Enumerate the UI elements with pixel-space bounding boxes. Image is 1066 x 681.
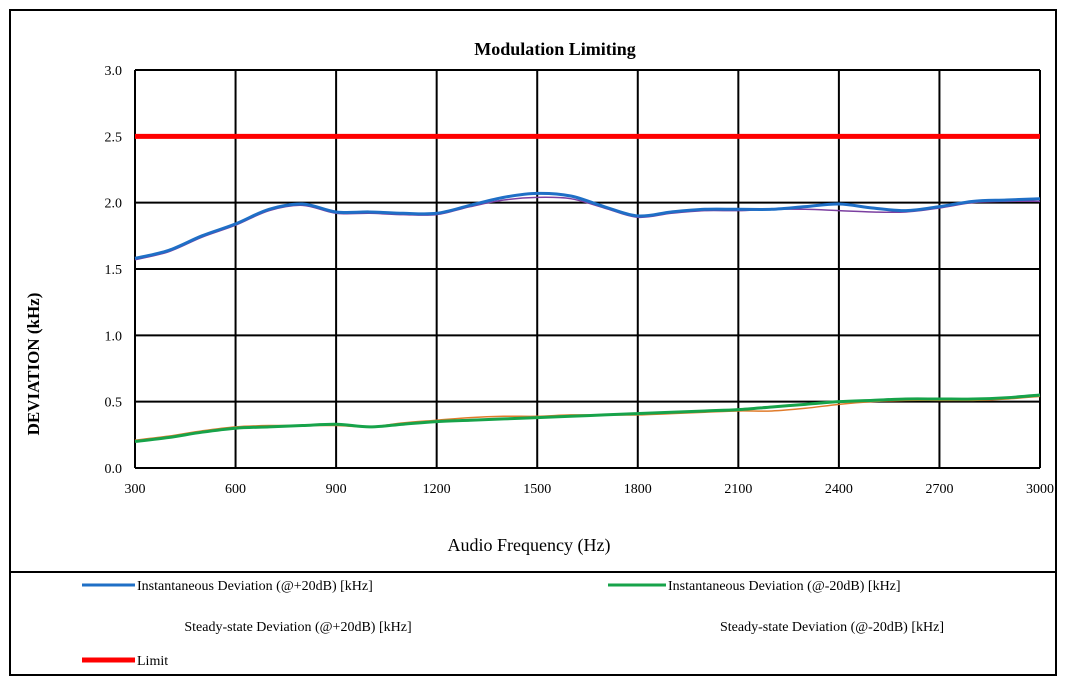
y-tick-label: 1.0 <box>105 329 123 344</box>
x-tick-label: 2700 <box>925 482 953 497</box>
x-tick-label: 900 <box>326 482 347 497</box>
x-tick-label: 3000 <box>1026 482 1054 497</box>
y-axis-title: DEVIATION (kHz) <box>24 293 43 436</box>
x-tick-label: 1800 <box>624 482 652 497</box>
y-tick-label: 2.5 <box>105 130 123 145</box>
x-tick-label: 2100 <box>724 482 752 497</box>
legend-label: Steady-state Deviation (@-20dB) [kHz] <box>720 620 944 635</box>
y-tick-label: 1.5 <box>105 263 123 278</box>
legend-item-steady-plus20: Steady-state Deviation (@+20dB) [kHz] <box>184 620 411 635</box>
y-tick-label: 0.5 <box>105 396 123 411</box>
y-tick-label: 0.0 <box>105 462 123 477</box>
legend-item-instantaneous-minus20: Instantaneous Deviation (@-20dB) [kHz] <box>608 579 901 594</box>
legend-label: Instantaneous Deviation (@-20dB) [kHz] <box>668 579 901 594</box>
series-line-instantaneous-minus20 <box>134 393 1041 443</box>
series-layer <box>134 133 1041 443</box>
y-tick-label: 3.0 <box>105 64 123 79</box>
tick-layer: 0.0 0.5 1.0 1.5 2.0 2.5 3.0 300 600 900 1200 1500 18… <box>105 64 1055 497</box>
chart-title: Modulation Limiting <box>474 39 636 59</box>
legend: Instantaneous Deviation (@+20dB) [kHz] In… <box>82 579 944 669</box>
legend-label: Limit <box>137 654 168 669</box>
x-tick-label: 1200 <box>423 482 451 497</box>
legend-label: Instantaneous Deviation (@+20dB) [kHz] <box>137 579 373 594</box>
legend-item-instantaneous-plus20: Instantaneous Deviation (@+20dB) [kHz] <box>82 579 373 594</box>
x-tick-label: 1500 <box>523 482 551 497</box>
legend-item-steady-minus20: Steady-state Deviation (@-20dB) [kHz] <box>720 620 944 635</box>
outer-frame <box>9 9 1057 676</box>
x-tick-label: 600 <box>225 482 246 497</box>
x-tick-label: 300 <box>125 482 146 497</box>
y-tick-label: 2.0 <box>105 197 123 212</box>
series-line-instantaneous-plus20 <box>134 191 1041 260</box>
legend-item-limit: Limit <box>82 654 168 669</box>
legend-label: Steady-state Deviation (@+20dB) [kHz] <box>184 620 411 635</box>
x-axis-title: Audio Frequency (Hz) <box>448 535 611 556</box>
x-tick-label: 2400 <box>825 482 853 497</box>
